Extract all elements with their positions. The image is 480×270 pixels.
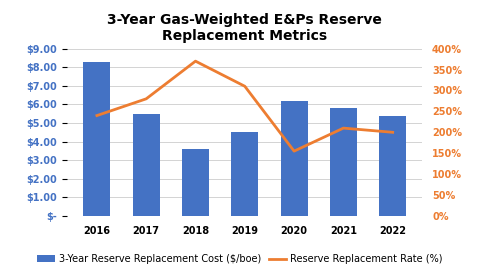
Bar bbox=[182, 149, 209, 216]
Bar bbox=[379, 116, 406, 216]
Bar bbox=[330, 108, 357, 216]
Bar bbox=[280, 101, 308, 216]
Legend: 3-Year Reserve Replacement Cost ($/boe), Reserve Replacement Rate (%): 3-Year Reserve Replacement Cost ($/boe),… bbox=[34, 250, 446, 268]
Bar bbox=[231, 132, 258, 216]
Bar bbox=[84, 62, 110, 216]
Title: 3-Year Gas-Weighted E&Ps Reserve
Replacement Metrics: 3-Year Gas-Weighted E&Ps Reserve Replace… bbox=[108, 13, 382, 43]
Bar bbox=[132, 114, 160, 216]
